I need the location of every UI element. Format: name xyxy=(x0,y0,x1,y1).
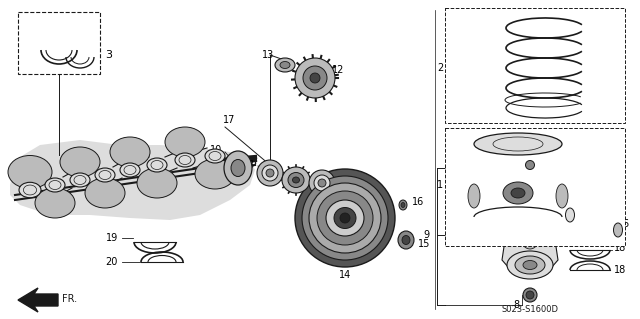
Text: 1: 1 xyxy=(437,180,443,190)
Ellipse shape xyxy=(224,151,252,185)
Ellipse shape xyxy=(45,178,65,192)
Ellipse shape xyxy=(288,173,304,188)
Ellipse shape xyxy=(314,175,330,191)
Ellipse shape xyxy=(137,168,177,198)
Ellipse shape xyxy=(614,223,623,237)
Ellipse shape xyxy=(175,153,195,167)
Ellipse shape xyxy=(295,169,395,267)
Ellipse shape xyxy=(19,182,41,198)
Polygon shape xyxy=(502,200,558,275)
Ellipse shape xyxy=(165,127,205,157)
Text: 7: 7 xyxy=(514,155,520,165)
Ellipse shape xyxy=(147,158,167,172)
Text: 6: 6 xyxy=(622,219,628,229)
Text: 18: 18 xyxy=(614,243,627,253)
Ellipse shape xyxy=(526,291,534,299)
Ellipse shape xyxy=(401,203,405,207)
Text: 11: 11 xyxy=(312,173,324,183)
Ellipse shape xyxy=(302,176,388,260)
Ellipse shape xyxy=(85,178,125,208)
Ellipse shape xyxy=(523,288,537,302)
Ellipse shape xyxy=(110,137,150,167)
Ellipse shape xyxy=(95,168,115,182)
Ellipse shape xyxy=(521,227,539,249)
Ellipse shape xyxy=(468,184,480,208)
Ellipse shape xyxy=(275,58,295,72)
Bar xyxy=(18,12,100,74)
Text: 14: 14 xyxy=(339,270,351,280)
Text: 17: 17 xyxy=(223,115,236,125)
Ellipse shape xyxy=(334,207,356,228)
Text: 16: 16 xyxy=(412,197,424,207)
Ellipse shape xyxy=(326,200,364,236)
Text: 20: 20 xyxy=(106,257,118,267)
Ellipse shape xyxy=(399,200,407,210)
Ellipse shape xyxy=(70,173,90,187)
Ellipse shape xyxy=(523,261,537,270)
Ellipse shape xyxy=(195,159,235,189)
Text: 15: 15 xyxy=(418,239,430,249)
Ellipse shape xyxy=(402,235,410,244)
Ellipse shape xyxy=(309,170,335,196)
Text: 19: 19 xyxy=(106,233,118,243)
Ellipse shape xyxy=(515,256,545,274)
Bar xyxy=(445,8,625,123)
Ellipse shape xyxy=(231,160,245,176)
Ellipse shape xyxy=(266,169,274,177)
Text: 3: 3 xyxy=(105,50,112,60)
Ellipse shape xyxy=(60,147,100,177)
Text: 13: 13 xyxy=(262,50,274,60)
Ellipse shape xyxy=(318,179,326,187)
Ellipse shape xyxy=(525,233,534,243)
Text: 13: 13 xyxy=(336,181,348,191)
Polygon shape xyxy=(10,140,255,220)
Ellipse shape xyxy=(556,184,568,208)
Text: 13: 13 xyxy=(243,160,255,170)
Bar xyxy=(445,128,625,246)
Ellipse shape xyxy=(8,155,52,189)
Ellipse shape xyxy=(309,183,381,253)
Ellipse shape xyxy=(474,133,562,155)
Text: FR.: FR. xyxy=(62,294,77,304)
Ellipse shape xyxy=(35,188,75,218)
Ellipse shape xyxy=(280,62,290,69)
Ellipse shape xyxy=(310,73,320,83)
Text: 18: 18 xyxy=(614,265,627,275)
Ellipse shape xyxy=(317,191,373,245)
Ellipse shape xyxy=(503,182,533,204)
Ellipse shape xyxy=(507,251,553,279)
Ellipse shape xyxy=(511,188,525,198)
Ellipse shape xyxy=(295,58,335,98)
Text: 10: 10 xyxy=(210,145,222,155)
Text: 2: 2 xyxy=(437,63,444,73)
Text: 9: 9 xyxy=(424,230,430,240)
Ellipse shape xyxy=(282,167,310,193)
Ellipse shape xyxy=(120,163,140,177)
Polygon shape xyxy=(18,288,58,312)
Ellipse shape xyxy=(292,177,300,183)
Text: 12: 12 xyxy=(332,65,344,75)
Text: S023-S1600D: S023-S1600D xyxy=(502,306,559,315)
Ellipse shape xyxy=(205,149,225,163)
Ellipse shape xyxy=(398,231,414,249)
Ellipse shape xyxy=(566,208,575,222)
Ellipse shape xyxy=(340,213,350,223)
Text: 8: 8 xyxy=(514,300,520,310)
Ellipse shape xyxy=(262,165,278,181)
Ellipse shape xyxy=(257,160,283,186)
Ellipse shape xyxy=(525,160,534,169)
Ellipse shape xyxy=(303,66,327,90)
